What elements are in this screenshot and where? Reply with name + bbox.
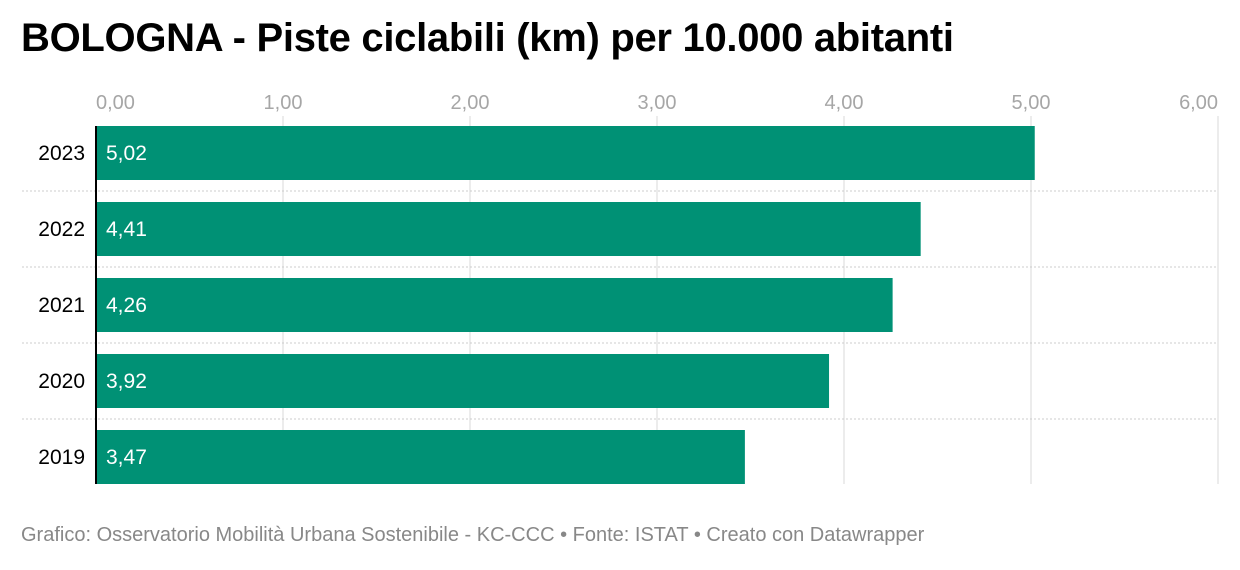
x-tick-label: 4,00 <box>825 92 864 114</box>
x-tick-label: 1,00 <box>264 92 303 114</box>
footer-separator: • <box>693 524 701 546</box>
bar-2023 <box>96 126 1035 180</box>
x-tick-label: 6,00 <box>1179 92 1218 114</box>
chart-title: BOLOGNA - Piste ciclabili (km) per 10.00… <box>21 16 954 60</box>
category-label: 2019 <box>38 446 85 469</box>
footer-tool: Creato con Datawrapper <box>706 524 925 546</box>
x-tick-label: 5,00 <box>1012 92 1051 114</box>
bars <box>96 126 1035 484</box>
bar-2020 <box>96 354 830 408</box>
bar-value-label: 3,92 <box>106 370 147 393</box>
bar-2021 <box>96 278 893 332</box>
footer-separator: • <box>560 524 568 546</box>
category-label: 2022 <box>38 218 85 241</box>
row-separators <box>22 190 1218 420</box>
bar-value-label: 3,47 <box>106 446 147 469</box>
bar-value-label: 4,41 <box>106 218 147 241</box>
category-label: 2021 <box>38 294 85 317</box>
footer: Grafico: Osservatorio Mobilità Urbana So… <box>21 524 924 547</box>
x-tick-label: 3,00 <box>638 92 677 114</box>
category-label: 2023 <box>38 142 85 165</box>
x-axis-ticks: 0,00 1,00 2,00 3,00 4,00 5,00 6,00 <box>96 92 1218 114</box>
x-tick-label: 0,00 <box>96 92 135 114</box>
bar-2019 <box>96 430 745 484</box>
bar-value-label: 4,26 <box>106 294 147 317</box>
footer-source: Fonte: ISTAT <box>572 524 689 546</box>
bar-2022 <box>96 202 921 256</box>
bar-value-label: 5,02 <box>106 142 147 165</box>
bar-value-labels: 5,02 4,41 4,26 3,92 3,47 <box>106 142 147 469</box>
footer-credit: Grafico: Osservatorio Mobilità Urbana So… <box>21 524 555 546</box>
x-tick-label: 2,00 <box>451 92 490 114</box>
category-label: 2020 <box>38 370 85 393</box>
y-axis-categories: 2023 2022 2021 2020 2019 <box>38 142 85 469</box>
